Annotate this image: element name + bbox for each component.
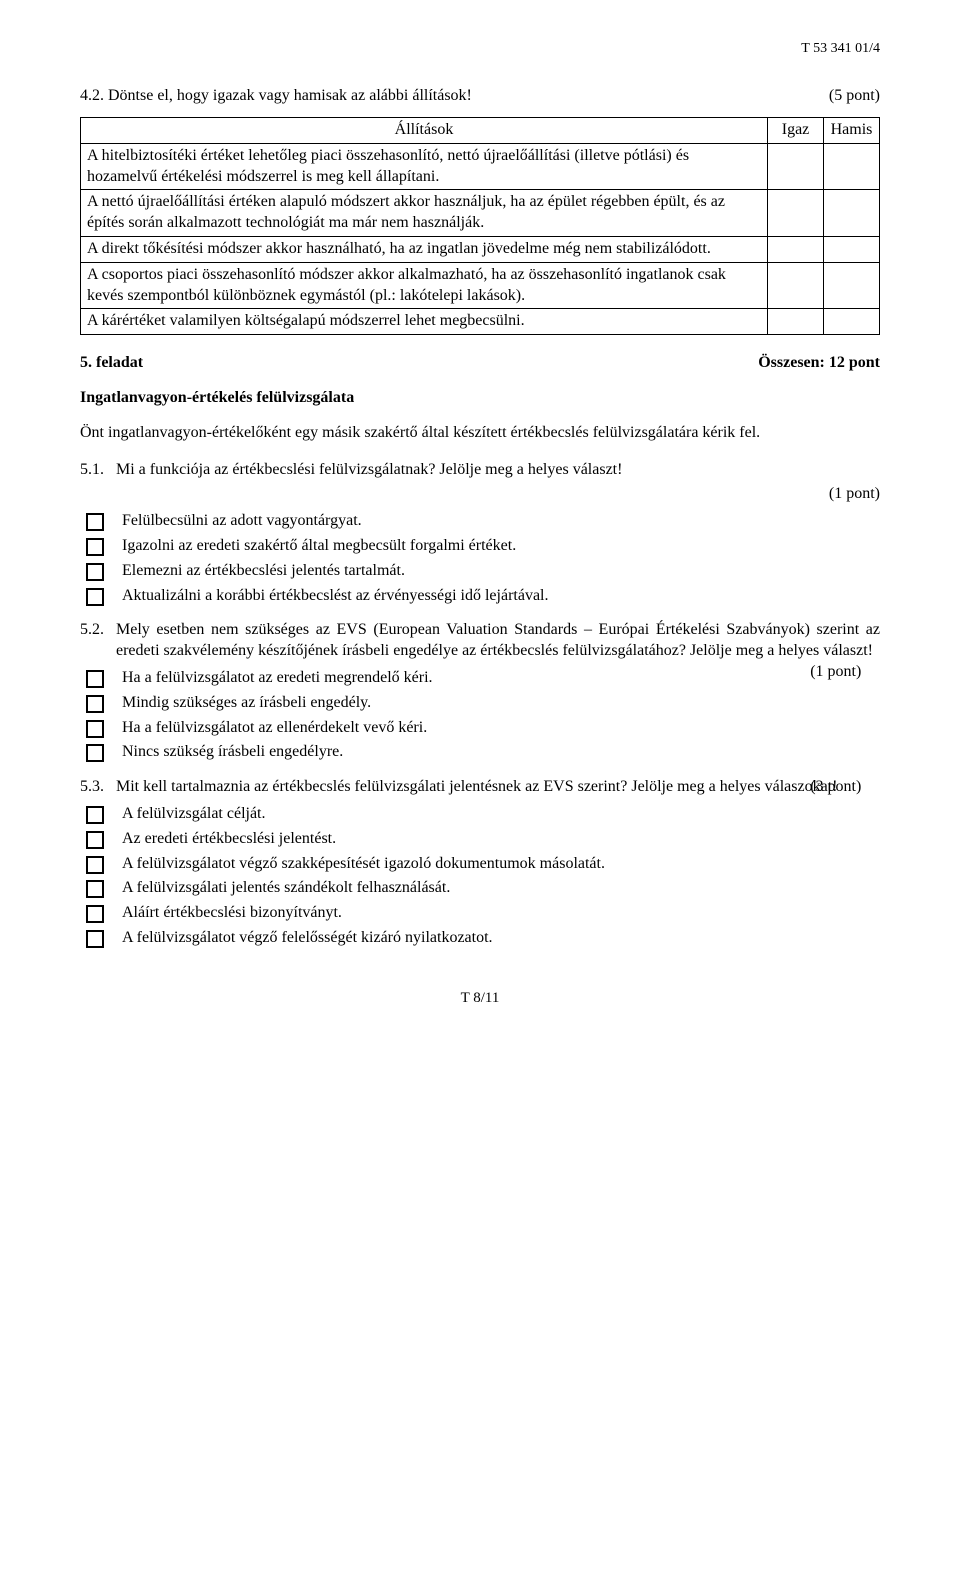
option-row: A felülvizsgálatot végző felelősségét ki… <box>80 928 880 949</box>
checkbox[interactable] <box>86 588 104 606</box>
checkbox[interactable] <box>86 930 104 948</box>
statement-cell: A csoportos piaci összehasonlító módszer… <box>81 262 768 309</box>
table-row: A csoportos piaci összehasonlító módszer… <box>81 262 880 309</box>
option-text: Aláírt értékbecslési bizonyítványt. <box>122 903 880 924</box>
q53-points: (3 pont) <box>846 777 880 798</box>
option-text: A felülvizsgálat célját. <box>122 804 880 825</box>
option-text: Ha a felülvizsgálatot az ellenérdekelt v… <box>122 718 880 739</box>
option-text: A felülvizsgálatot végző szakképesítését… <box>122 854 880 875</box>
q42-prompt: 4.2. Döntse el, hogy igazak vagy hamisak… <box>80 86 811 107</box>
q51-num: 5.1. <box>80 460 116 481</box>
true-cell[interactable] <box>768 143 824 190</box>
table-row: A direkt tőkésítési módszer akkor haszná… <box>81 236 880 262</box>
q52-text: Mely esetben nem szükséges az EVS (Europ… <box>116 621 880 659</box>
q51-points: (1 pont) <box>80 484 880 505</box>
q53-text: Mit kell tartalmaznia az értékbecslés fe… <box>116 778 837 795</box>
option-row: Ha a felülvizsgálatot az eredeti megrend… <box>80 668 846 689</box>
q52-prompt: 5.2.Mely esetben nem szükséges az EVS (E… <box>80 620 880 662</box>
option-text: Az eredeti értékbecslési jelentést. <box>122 829 880 850</box>
option-row: A felülvizsgálati jelentés szándékolt fe… <box>80 878 880 899</box>
q52-points: (1 pont) <box>846 662 880 683</box>
table-row: A hitelbiztosítéki értéket lehetőleg pia… <box>81 143 880 190</box>
q53-num: 5.3. <box>80 777 116 798</box>
checkbox[interactable] <box>86 831 104 849</box>
option-row: Aláírt értékbecslési bizonyítványt. <box>80 903 880 924</box>
option-text: A felülvizsgálatot végző felelősségét ki… <box>122 928 880 949</box>
option-text: Nincs szükség írásbeli engedélyre. <box>122 742 880 763</box>
task5-heading: 5. feladat Összesen: 12 pont <box>80 353 880 374</box>
checkbox[interactable] <box>86 513 104 531</box>
checkbox[interactable] <box>86 670 104 688</box>
option-row: A felülvizsgálatot végző szakképesítését… <box>80 854 880 875</box>
false-cell[interactable] <box>824 236 880 262</box>
truefalse-table: Állítások Igaz Hamis A hitelbiztosítéki … <box>80 117 880 335</box>
q52-num: 5.2. <box>80 620 116 641</box>
statement-cell: A direkt tőkésítési módszer akkor haszná… <box>81 236 768 262</box>
header-code: T 53 341 01/4 <box>80 40 880 58</box>
true-cell[interactable] <box>768 262 824 309</box>
option-text: Felülbecsülni az adott vagyontárgyat. <box>122 511 880 532</box>
checkbox[interactable] <box>86 695 104 713</box>
statement-cell: A hitelbiztosítéki értéket lehetőleg pia… <box>81 143 768 190</box>
checkbox[interactable] <box>86 538 104 556</box>
option-text: Elemezni az értékbecslési jelentés tarta… <box>122 561 880 582</box>
col-false: Hamis <box>824 117 880 143</box>
true-cell[interactable] <box>768 236 824 262</box>
false-cell[interactable] <box>824 190 880 237</box>
task5-subtitle: Ingatlanvagyon-értékelés felülvizsgálata <box>80 388 880 409</box>
option-row: Aktualizálni a korábbi értékbecslést az … <box>80 586 880 607</box>
page-footer: T 8/11 <box>80 989 880 1009</box>
table-row: A nettó újraelőállítási értéken alapuló … <box>81 190 880 237</box>
checkbox[interactable] <box>86 806 104 824</box>
option-text: Ha a felülvizsgálatot az eredeti megrend… <box>122 668 846 689</box>
option-row: A felülvizsgálat célját. <box>80 804 880 825</box>
false-cell[interactable] <box>824 262 880 309</box>
table-row: A kárértéket valamilyen költségalapú mód… <box>81 309 880 335</box>
checkbox[interactable] <box>86 720 104 738</box>
checkbox[interactable] <box>86 856 104 874</box>
statement-cell: A nettó újraelőállítási értéken alapuló … <box>81 190 768 237</box>
q51-text: Mi a funkciója az értékbecslési felülviz… <box>116 461 622 478</box>
false-cell[interactable] <box>824 309 880 335</box>
option-row: Elemezni az értékbecslési jelentés tarta… <box>80 561 880 582</box>
task5-label: 5. feladat <box>80 353 143 374</box>
false-cell[interactable] <box>824 143 880 190</box>
option-row: Felülbecsülni az adott vagyontárgyat. <box>80 511 880 532</box>
true-cell[interactable] <box>768 309 824 335</box>
option-text: Mindig szükséges az írásbeli engedély. <box>122 693 880 714</box>
col-statements: Állítások <box>81 117 768 143</box>
option-row: Mindig szükséges az írásbeli engedély. <box>80 693 880 714</box>
q53-prompt: 5.3.Mit kell tartalmaznia az értékbecslé… <box>80 777 880 798</box>
q42-points: (5 pont) <box>811 86 880 107</box>
checkbox[interactable] <box>86 744 104 762</box>
option-row: Ha a felülvizsgálatot az ellenérdekelt v… <box>80 718 880 739</box>
option-text: A felülvizsgálati jelentés szándékolt fe… <box>122 878 880 899</box>
col-true: Igaz <box>768 117 824 143</box>
checkbox[interactable] <box>86 563 104 581</box>
option-text: Igazolni az eredeti szakértő által megbe… <box>122 536 880 557</box>
option-row: Igazolni az eredeti szakértő által megbe… <box>80 536 880 557</box>
task5-intro: Önt ingatlanvagyon-értékelőként egy mási… <box>80 423 880 444</box>
task5-points: Összesen: 12 pont <box>758 353 880 374</box>
checkbox[interactable] <box>86 905 104 923</box>
option-text: Aktualizálni a korábbi értékbecslést az … <box>122 586 880 607</box>
option-row: Nincs szükség írásbeli engedélyre. <box>80 742 880 763</box>
q42-heading: 4.2. Döntse el, hogy igazak vagy hamisak… <box>80 86 880 107</box>
option-row: Az eredeti értékbecslési jelentést. <box>80 829 880 850</box>
true-cell[interactable] <box>768 190 824 237</box>
statement-cell: A kárértéket valamilyen költségalapú mód… <box>81 309 768 335</box>
checkbox[interactable] <box>86 880 104 898</box>
q51-prompt: 5.1.Mi a funkciója az értékbecslési felü… <box>80 460 880 481</box>
